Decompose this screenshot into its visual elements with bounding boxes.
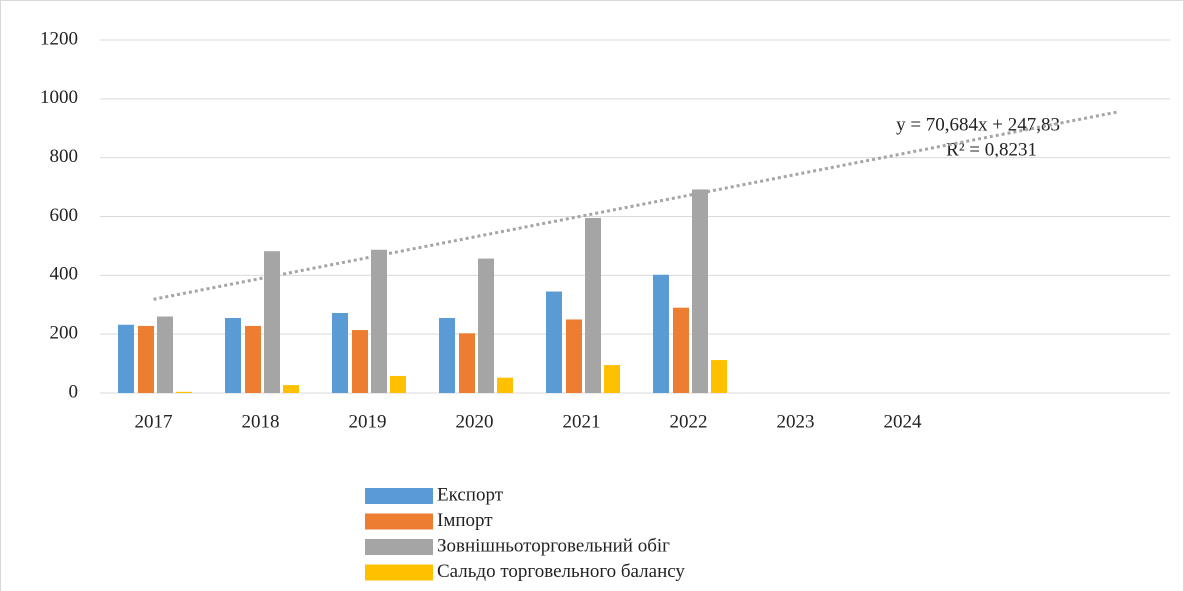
- y-tick-label: 600: [50, 205, 79, 226]
- x-tick-label: 2020: [456, 411, 494, 432]
- y-tick-label: 1200: [40, 28, 78, 49]
- x-tick-label: 2019: [349, 411, 387, 432]
- bar: [225, 317, 241, 393]
- x-tick-label: 2022: [670, 411, 708, 432]
- y-tick-label: 200: [50, 323, 79, 344]
- x-tick-label: 2023: [777, 411, 815, 432]
- x-tick-label: 2021: [563, 411, 601, 432]
- y-tick-label: 400: [50, 264, 79, 285]
- legend-label: Сальдо торговельного балансу: [437, 561, 685, 582]
- bar: [566, 319, 582, 393]
- bar: [264, 251, 280, 393]
- bar: [390, 375, 406, 393]
- legend-label: Зовнішньоторговельний обіг: [437, 535, 670, 556]
- bar: [138, 325, 154, 393]
- bar: [711, 360, 727, 393]
- x-tick-label: 2018: [242, 411, 280, 432]
- bar: [283, 385, 299, 393]
- bar: [585, 217, 601, 393]
- trendline-equation: y = 70,684x + 247,83: [896, 114, 1060, 135]
- legend-label: Імпорт: [437, 510, 493, 531]
- bar: [673, 307, 689, 393]
- bar: [478, 258, 494, 393]
- legend-swatch: [365, 488, 433, 504]
- legend-swatch: [365, 564, 433, 581]
- bar: [118, 324, 134, 393]
- bar: [371, 249, 387, 393]
- trendline: [153, 110, 1117, 301]
- bar: [497, 377, 513, 393]
- bar: [176, 391, 192, 393]
- bar: [352, 330, 368, 393]
- bar: [604, 365, 620, 393]
- bar: [653, 274, 669, 393]
- bar: [546, 291, 562, 393]
- bar: [332, 312, 348, 393]
- bar: [245, 325, 261, 393]
- legend-swatch: [365, 539, 433, 555]
- legend-swatch: [365, 513, 433, 530]
- bar: [157, 316, 173, 393]
- bar: [692, 189, 708, 393]
- trendline-r-squared: R² = 0,8231: [946, 139, 1037, 160]
- legend-label: Експорт: [437, 484, 504, 505]
- y-tick-label: 0: [69, 381, 79, 402]
- bar: [439, 317, 455, 393]
- x-tick-label: 2017: [135, 411, 173, 432]
- x-tick-label: 2024: [884, 411, 923, 432]
- bar: [459, 333, 475, 393]
- y-tick-label: 800: [50, 146, 79, 167]
- y-tick-label: 1000: [40, 87, 78, 108]
